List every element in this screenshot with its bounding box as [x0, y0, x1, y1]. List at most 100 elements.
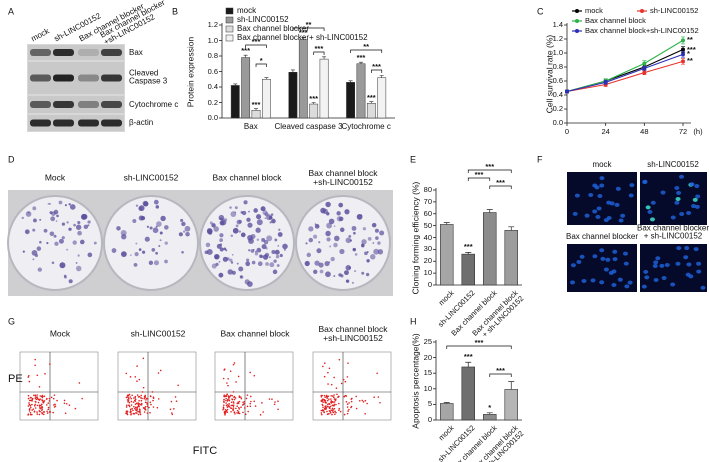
colony: [279, 253, 283, 258]
event: [128, 393, 131, 396]
event: [54, 403, 56, 406]
event: [48, 400, 51, 402]
event: [271, 398, 273, 400]
nucleus: [653, 277, 659, 282]
event: [138, 411, 141, 413]
event: [330, 402, 333, 404]
bar: [504, 230, 518, 286]
colony: [251, 260, 256, 265]
nucleus: [572, 211, 578, 216]
y-axis-label: Apoptosis percentage(%): [410, 333, 421, 429]
event: [129, 376, 132, 378]
colony: [32, 228, 36, 232]
event: [38, 413, 41, 416]
y-tick-label: 0.8: [207, 51, 218, 61]
colony: [63, 274, 67, 278]
event: [235, 381, 237, 383]
colony: [333, 225, 336, 227]
colony: [59, 262, 66, 269]
event: [268, 398, 271, 400]
event: [156, 406, 159, 409]
event: [37, 401, 40, 404]
event: [128, 404, 130, 407]
colony: [61, 236, 65, 240]
colony: [353, 231, 356, 235]
flow-title: Mock: [49, 328, 71, 339]
event: [231, 398, 234, 401]
event: [346, 403, 349, 405]
event: [336, 393, 338, 396]
event: [74, 407, 77, 410]
event: [277, 408, 279, 411]
event: [128, 401, 131, 404]
event: [30, 413, 33, 416]
colony: [53, 234, 57, 238]
colony: [32, 258, 35, 261]
significance-label: *: [259, 55, 263, 65]
series-line: [566, 48, 684, 93]
nucleus: [618, 218, 624, 223]
event: [130, 404, 133, 406]
nucleus: [620, 213, 626, 218]
blot-row-label: Cytochrome c: [129, 99, 179, 109]
nucleus: [675, 196, 681, 201]
event: [339, 410, 342, 413]
event: [142, 357, 145, 360]
nucleus: [608, 270, 614, 275]
event: [132, 409, 134, 412]
event: [65, 403, 68, 405]
event: [338, 409, 340, 412]
nucleus: [676, 190, 682, 195]
colony: [268, 256, 271, 259]
event: [53, 394, 56, 396]
colony: [164, 225, 169, 230]
colony: [83, 224, 89, 230]
plate-label: Bax channel block +sh-LINC00152: [308, 168, 378, 187]
colony: [206, 249, 213, 255]
blot-band: [53, 74, 74, 82]
event: [130, 397, 133, 400]
event: [244, 407, 246, 409]
event: [274, 401, 276, 403]
event: [28, 410, 31, 412]
colony: [256, 214, 262, 220]
nucleus: [675, 261, 681, 266]
colony: [219, 233, 224, 238]
colony: [68, 227, 72, 231]
colony: [254, 252, 259, 256]
colony: [134, 252, 139, 257]
panel-label: B: [172, 6, 179, 17]
nucleus: [574, 193, 580, 198]
colony: [146, 225, 149, 228]
colony: [39, 240, 42, 244]
colony: [223, 218, 228, 222]
significance-bracket: [371, 69, 383, 73]
event: [331, 409, 334, 412]
colony: [247, 281, 253, 287]
event: [364, 399, 367, 402]
y-tick-label: 0: [427, 415, 432, 425]
colony: [334, 235, 340, 242]
nucleus: [581, 278, 587, 283]
colony: [316, 248, 322, 254]
event: [68, 404, 71, 406]
event: [35, 401, 37, 403]
event: [137, 413, 140, 416]
colony: [39, 218, 42, 221]
blot-strip: [28, 115, 124, 131]
legend-marker: [640, 9, 644, 13]
legend-swatch: [225, 34, 234, 42]
event: [146, 402, 148, 404]
event: [277, 400, 279, 403]
event: [45, 404, 48, 406]
event: [237, 402, 240, 405]
legend-swatch: [225, 16, 234, 24]
error-bar: [508, 226, 515, 231]
event: [335, 403, 337, 406]
blot-band: [78, 74, 99, 82]
colony: [326, 237, 331, 242]
colony: [178, 232, 183, 237]
event: [33, 410, 36, 413]
event: [41, 406, 44, 409]
